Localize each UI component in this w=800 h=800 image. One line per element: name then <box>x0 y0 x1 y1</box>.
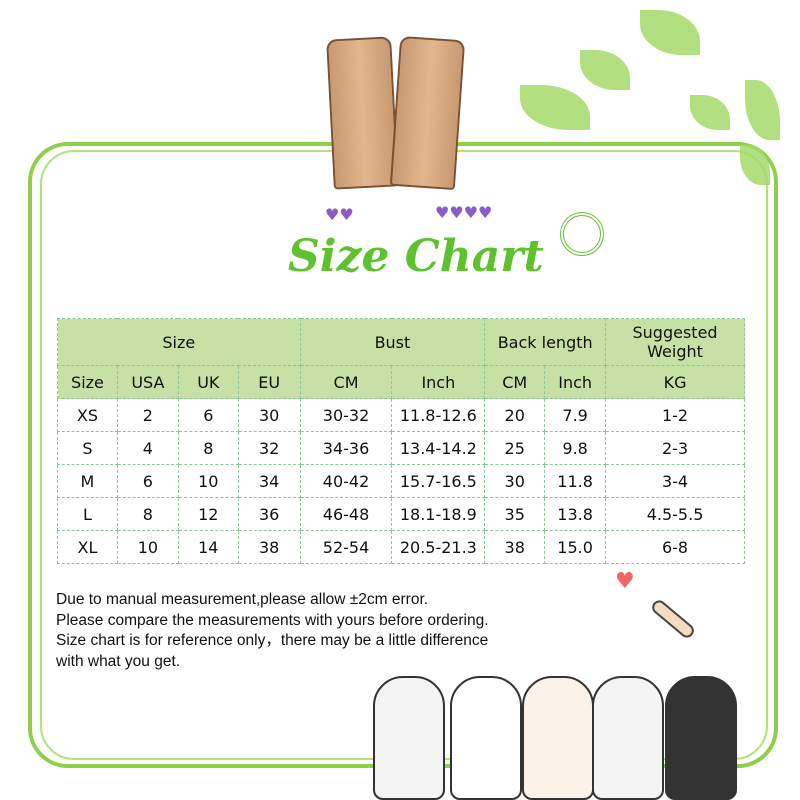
table-row: XS 2 6 30 30-32 11.8-12.6 20 7.9 1-2 <box>57 398 745 432</box>
table-row: L 8 12 36 46-48 18.1-18.9 35 13.8 4.5-5.5 <box>57 497 745 531</box>
table-cell: 52-54 <box>299 530 393 564</box>
column-header: Size <box>57 365 118 399</box>
table-cell: 25 <box>484 431 546 465</box>
table-cell: 10 <box>177 464 239 498</box>
table-cell: S <box>57 431 118 465</box>
page-title: Size Chart <box>288 231 544 282</box>
clothespin-icon <box>389 35 466 191</box>
column-header: USA <box>116 365 179 399</box>
table-cell: 18.1-18.9 <box>391 497 486 531</box>
leaf-icon <box>520 85 590 130</box>
column-header: UK <box>177 365 239 399</box>
table-cell: 9.8 <box>544 431 607 465</box>
table-cell: 12 <box>177 497 239 531</box>
cat-illustration <box>450 676 522 800</box>
table-cell: 11.8-12.6 <box>391 398 486 432</box>
table-cell: 20.5-21.3 <box>391 530 486 564</box>
table-cell: 30 <box>484 464 546 498</box>
table-cell: 6 <box>116 464 179 498</box>
table-cell: XS <box>57 398 118 432</box>
column-header: Inch <box>391 365 486 399</box>
table-cell: 15.7-16.5 <box>391 464 486 498</box>
column-header: CM <box>299 365 393 399</box>
spiral-icon <box>560 212 604 256</box>
table-cell: 2-3 <box>605 431 745 465</box>
leaf-icon <box>640 10 700 55</box>
cat-illustration <box>592 676 664 800</box>
table-cell: 4.5-5.5 <box>605 497 745 531</box>
table-cell: 30 <box>237 398 301 432</box>
note-line: Please compare the measurements with you… <box>56 611 489 629</box>
table-cell: 36 <box>237 497 301 531</box>
table-cell: 20 <box>484 398 546 432</box>
note-line: with what you get. <box>56 652 181 670</box>
table-cell: 35 <box>484 497 546 531</box>
group-header: Bust <box>299 318 486 366</box>
heart-icon: ♥♥♥♥ <box>435 203 493 222</box>
table-cell: 3-4 <box>605 464 745 498</box>
cat-illustration <box>373 676 445 800</box>
leaf-icon <box>745 80 780 140</box>
table-cell: 34-36 <box>299 431 393 465</box>
table-cell: 46-48 <box>299 497 393 531</box>
heart-icon: ♥ <box>615 569 635 594</box>
table-cell: 8 <box>177 431 239 465</box>
table-cell: 10 <box>116 530 179 564</box>
leaf-icon <box>580 50 630 90</box>
table-cell: 32 <box>237 431 301 465</box>
group-header: Size <box>57 318 301 366</box>
table-cell: XL <box>57 530 118 564</box>
table-cell: 2 <box>116 398 179 432</box>
table-cell: 38 <box>484 530 546 564</box>
cat-illustration <box>522 676 594 800</box>
column-header: EU <box>237 365 301 399</box>
cat-illustration <box>665 676 737 800</box>
leaf-icon <box>690 95 730 130</box>
table-cell: 1-2 <box>605 398 745 432</box>
heart-icon: ♥♥ <box>325 205 354 224</box>
note-line: Size chart is for reference only，there m… <box>56 632 489 649</box>
table-row: M 6 10 34 40-42 15.7-16.5 30 11.8 3-4 <box>57 464 745 498</box>
table-row: XL 10 14 38 52-54 20.5-21.3 38 15.0 6-8 <box>57 530 745 564</box>
column-header: CM <box>484 365 546 399</box>
group-header: Suggested Weight <box>605 318 745 366</box>
table-cell: 15.0 <box>544 530 607 564</box>
clothespin-icon <box>326 36 399 190</box>
table-cell: 7.9 <box>544 398 607 432</box>
table-cell: 13.4-14.2 <box>391 431 486 465</box>
table-cell: 11.8 <box>544 464 607 498</box>
table-cell: 6-8 <box>605 530 745 564</box>
table-cell: 40-42 <box>299 464 393 498</box>
group-header: Back length <box>484 318 607 366</box>
table-cell: L <box>57 497 118 531</box>
table-cell: 14 <box>177 530 239 564</box>
notes: Due to manual measurement,please allow ±… <box>56 590 489 672</box>
table-cell: 4 <box>116 431 179 465</box>
column-header: KG <box>605 365 745 399</box>
table-cell: 8 <box>116 497 179 531</box>
column-header: Inch <box>544 365 607 399</box>
table-cell: 13.8 <box>544 497 607 531</box>
table-row: S 4 8 32 34-36 13.4-14.2 25 9.8 2-3 <box>57 431 745 465</box>
table-cell: 38 <box>237 530 301 564</box>
size-table: Size Bust Back length Suggested Weight S… <box>57 318 745 564</box>
table-cell: 30-32 <box>299 398 393 432</box>
table-cell: 34 <box>237 464 301 498</box>
note-line: Due to manual measurement,please allow ±… <box>56 591 429 608</box>
table-cell: 6 <box>177 398 239 432</box>
table-cell: M <box>57 464 118 498</box>
